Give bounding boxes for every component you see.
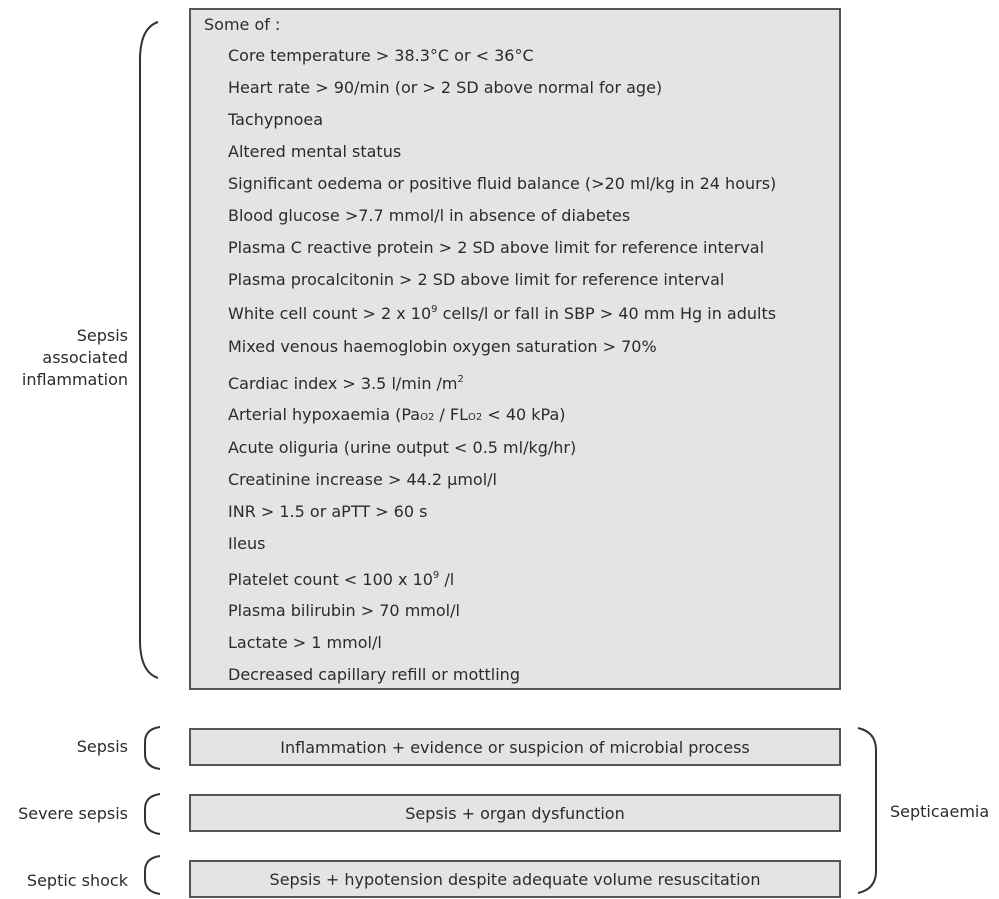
severe-sepsis-bracket: [144, 793, 161, 835]
criterion-bilirubin: Plasma bilirubin > 70 mmol/l: [228, 601, 460, 620]
criterion-acute-oliguria: Acute oliguria (urine output < 0.5 ml/kg…: [228, 438, 577, 457]
criterion-c-reactive-protein: Plasma C reactive protein > 2 SD above l…: [228, 238, 765, 257]
criterion-arterial-hypoxaemia: Arterial hypoxaemia (PaO2 / FLO2 < 40 kP…: [228, 405, 566, 424]
sepsis-label: Sepsis: [76, 737, 128, 756]
severe-sepsis-definition: Sepsis + organ dysfunction: [405, 803, 625, 823]
septic-shock-bracket: [144, 855, 161, 895]
criterion-venous-saturation: Mixed venous haemoglobin oxygen saturati…: [228, 337, 657, 356]
inflammation-criteria-box: Some of : Core temperature > 38.3°C or <…: [189, 8, 841, 690]
criterion-heart-rate: Heart rate > 90/min (or > 2 SD above nor…: [228, 78, 663, 97]
septic-shock-label: Septic shock: [26, 871, 128, 890]
criterion-mental-status: Altered mental status: [228, 142, 402, 161]
criterion-ileus: Ileus: [228, 534, 266, 553]
criterion-oedema: Significant oedema or positive fluid bal…: [228, 174, 777, 193]
sepsis-bracket: [144, 726, 161, 770]
severe-sepsis-definition-box: Sepsis + organ dysfunction: [189, 794, 841, 832]
septicaemia-bracket: [857, 727, 877, 894]
septicaemia-label: Septicaemia: [890, 802, 990, 821]
criterion-tachypnoea: Tachypnoea: [228, 110, 324, 129]
septic-shock-definition: Sepsis + hypotension despite adequate vo…: [269, 869, 761, 889]
criterion-capillary-refill: Decreased capillary refill or mottling: [228, 665, 520, 684]
severe-sepsis-label: Severe sepsis: [18, 804, 128, 823]
criterion-blood-glucose: Blood glucose >7.7 mmol/l in absence of …: [228, 206, 631, 225]
criterion-platelet-count: Platelet count < 100 x 109 /l: [228, 570, 455, 589]
criterion-lactate: Lactate > 1 mmol/l: [228, 633, 382, 652]
criteria-heading: Some of :: [204, 15, 281, 34]
criterion-inr: INR > 1.5 or aPTT > 60 s: [228, 502, 428, 521]
criterion-white-cell-count: White cell count > 2 x 109 cells/l or fa…: [228, 304, 777, 323]
septic-shock-definition-box: Sepsis + hypotension despite adequate vo…: [189, 860, 841, 898]
criterion-cardiac-index: Cardiac index > 3.5 l/min /m2: [228, 374, 464, 393]
criterion-procalcitonin: Plasma procalcitonin > 2 SD above limit …: [228, 270, 725, 289]
sepsis-definition-box: Inflammation + evidence or suspicion of …: [189, 728, 841, 766]
sepsis-definition: Inflammation + evidence or suspicion of …: [280, 737, 750, 757]
criterion-creatinine: Creatinine increase > 44.2 µmol/l: [228, 470, 497, 489]
criterion-core-temperature: Core temperature > 38.3°C or < 36°C: [228, 46, 534, 65]
inflammation-bracket: [139, 21, 159, 679]
sepsis-associated-inflammation-label: Sepsis associated inflammation: [21, 326, 128, 389]
